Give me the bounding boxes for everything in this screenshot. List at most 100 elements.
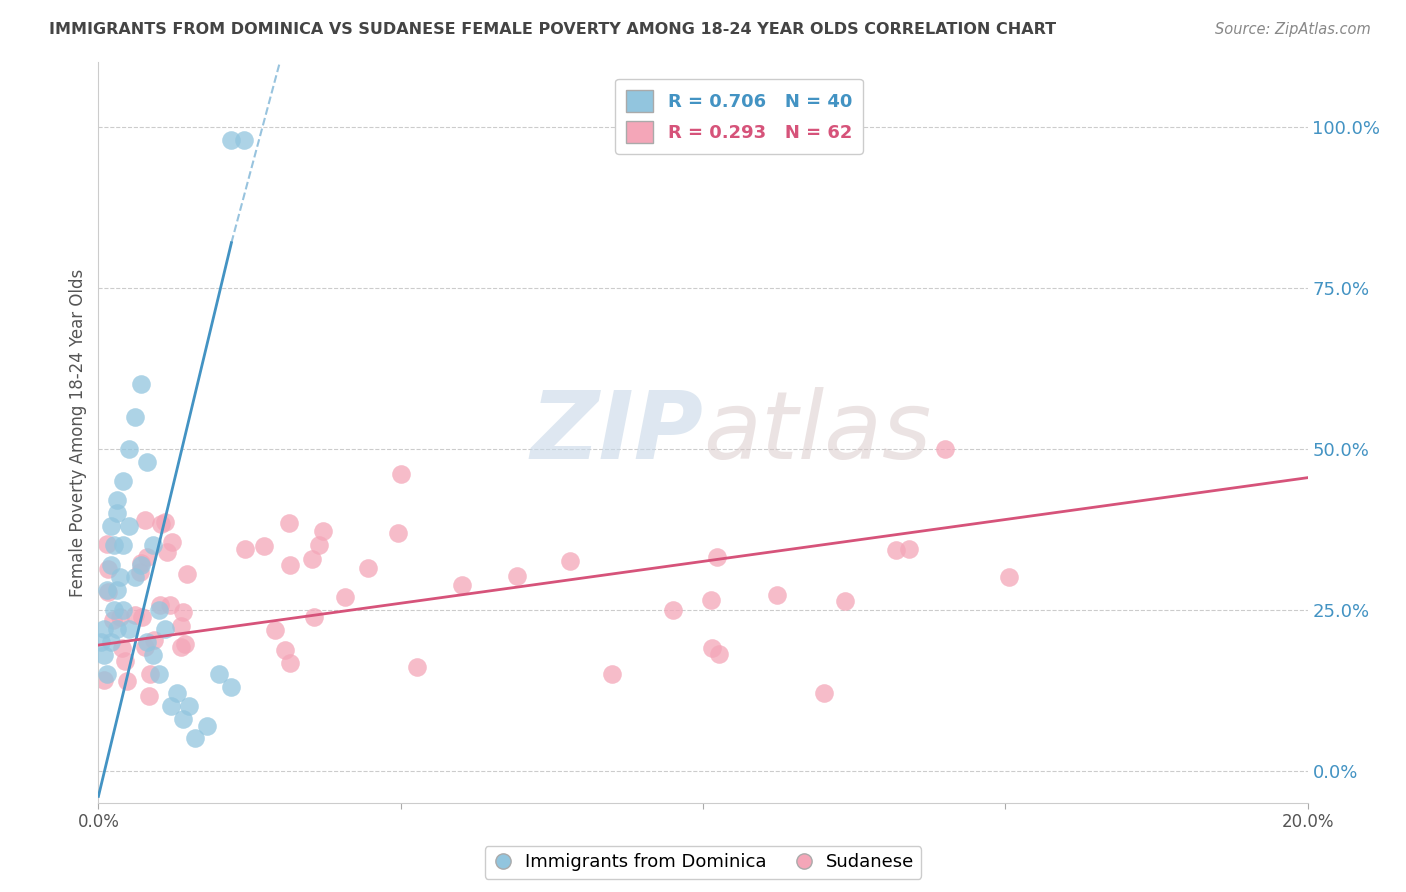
Point (389, 467, 412, 482)
Point (105, 583, 128, 598)
Point (153, 515, 176, 529)
Point (97, 584, 120, 599)
Legend: Immigrants from Dominica, Sudanese: Immigrants from Dominica, Sudanese (485, 847, 921, 879)
Point (135, 635, 157, 649)
Point (96, 667, 118, 681)
Point (103, 538, 125, 552)
Point (124, 570, 146, 584)
Point (706, 549, 728, 564)
Text: ZIP: ZIP (530, 386, 703, 479)
Point (506, 569, 529, 583)
Point (93, 622, 115, 636)
Point (128, 565, 150, 579)
Point (149, 599, 172, 613)
Point (114, 654, 136, 668)
Point (700, 592, 723, 607)
Point (148, 602, 170, 616)
Point (277, 516, 299, 530)
Point (103, 602, 125, 616)
Point (142, 538, 165, 552)
Point (208, 667, 231, 681)
Point (160, 699, 183, 714)
Point (134, 640, 156, 654)
Point (93, 648, 115, 662)
Point (111, 641, 134, 656)
Point (129, 558, 152, 572)
Point (387, 526, 409, 541)
Point (302, 609, 325, 624)
Point (96, 537, 118, 551)
Point (700, 640, 723, 655)
Text: IMMIGRANTS FROM DOMINICA VS SUDANESE FEMALE POVERTY AMONG 18-24 YEAR OLDS CORREL: IMMIGRANTS FROM DOMINICA VS SUDANESE FEM… (49, 22, 1056, 37)
Point (813, 686, 835, 700)
Point (149, 516, 172, 531)
Point (105, 622, 128, 636)
Point (108, 609, 131, 624)
Point (233, 541, 256, 556)
Point (156, 545, 179, 559)
Point (195, 718, 218, 732)
Point (357, 561, 380, 575)
Point (108, 570, 131, 584)
Point (280, 558, 302, 573)
Point (176, 567, 198, 582)
Point (105, 506, 128, 520)
Point (166, 686, 188, 700)
Point (143, 632, 166, 647)
Point (170, 619, 193, 633)
Point (96, 583, 118, 598)
Point (221, 133, 243, 147)
Point (142, 648, 165, 662)
Point (111, 538, 134, 552)
Point (170, 640, 193, 654)
Point (898, 541, 921, 556)
Point (129, 556, 152, 570)
Point (118, 442, 141, 456)
Point (274, 643, 297, 657)
Point (311, 524, 333, 539)
Point (111, 474, 134, 488)
Text: atlas: atlas (703, 387, 931, 478)
Point (172, 712, 194, 726)
Point (184, 731, 207, 746)
Point (333, 591, 356, 605)
Point (118, 622, 141, 636)
Point (451, 578, 474, 592)
Point (172, 606, 194, 620)
Point (124, 409, 146, 424)
Point (100, 635, 122, 649)
Point (118, 519, 141, 533)
Point (101, 613, 124, 627)
Point (153, 622, 176, 636)
Point (560, 554, 582, 568)
Point (301, 551, 323, 566)
Point (100, 519, 122, 533)
Point (131, 610, 153, 624)
Point (124, 607, 146, 622)
Point (93, 673, 115, 687)
Point (138, 689, 160, 703)
Point (308, 538, 330, 552)
Point (138, 667, 160, 681)
Point (406, 660, 429, 674)
Point (136, 549, 159, 564)
Point (253, 539, 276, 553)
Text: Source: ZipAtlas.com: Source: ZipAtlas.com (1215, 22, 1371, 37)
Point (134, 513, 156, 527)
Legend: R = 0.706   N = 40, R = 0.293   N = 62: R = 0.706 N = 40, R = 0.293 N = 62 (616, 78, 863, 153)
Point (232, 133, 254, 147)
Point (173, 636, 195, 650)
Point (160, 535, 183, 549)
Point (884, 543, 907, 558)
Point (111, 602, 134, 616)
Point (661, 602, 683, 616)
Point (602, 667, 624, 681)
Point (148, 667, 170, 681)
Point (707, 647, 730, 661)
Point (105, 493, 128, 508)
Point (90, 635, 112, 649)
Point (278, 656, 301, 670)
Point (97, 562, 120, 576)
Point (834, 593, 856, 607)
Point (159, 598, 181, 612)
